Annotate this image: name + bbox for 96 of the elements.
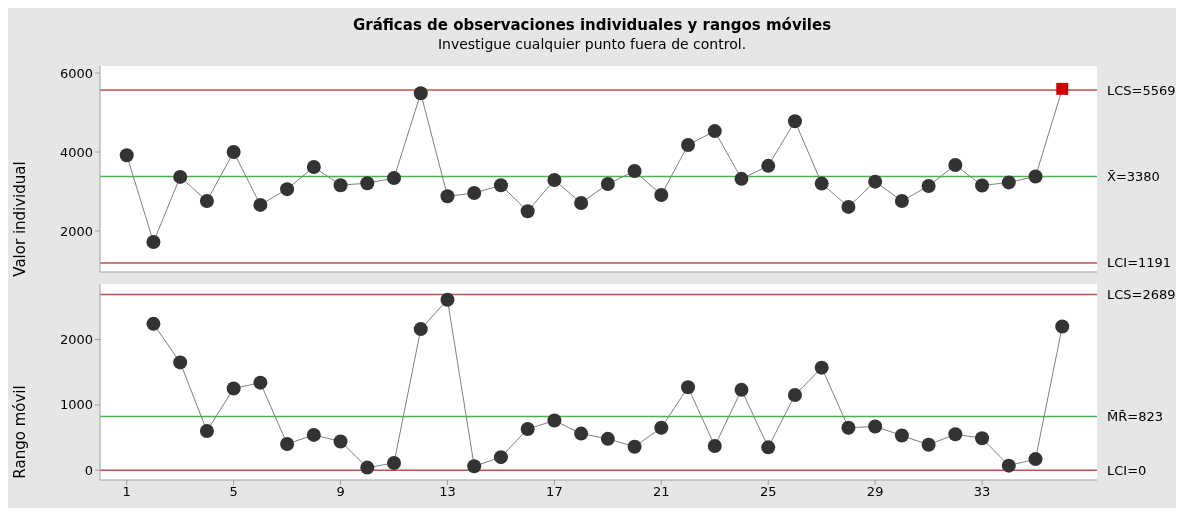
- point: [173, 355, 188, 370]
- point: [333, 434, 348, 449]
- point: [761, 440, 776, 455]
- chart-subtitle: Investigue cualquier punto fuera de control.: [436, 35, 748, 54]
- ref-line-label: LCI=1191: [1107, 255, 1172, 271]
- point: [921, 437, 936, 452]
- point: [280, 437, 295, 452]
- point: [306, 160, 321, 175]
- ref-line-label: LCS=2689: [1107, 287, 1176, 303]
- point: [787, 114, 802, 129]
- point: [681, 380, 696, 395]
- y-tick-label: 2000: [59, 223, 93, 239]
- point: [1001, 458, 1016, 473]
- x-tick-label: 5: [229, 484, 238, 500]
- point: [654, 188, 669, 203]
- y-tick-label: 6000: [59, 65, 93, 81]
- point: [146, 235, 161, 250]
- point: [975, 178, 990, 193]
- point: [734, 382, 749, 397]
- point: [253, 375, 268, 390]
- point: [226, 145, 241, 160]
- point: [841, 199, 856, 214]
- point: [199, 424, 214, 438]
- chart-title: Gráficas de observaciones individuales y rangos móviles: [351, 16, 833, 35]
- point: [119, 148, 134, 163]
- x-tick-label: 1: [122, 484, 131, 500]
- point: [440, 292, 455, 307]
- point: [814, 360, 829, 375]
- ref-line-label: X̄=3380: [1107, 169, 1160, 185]
- y-axis-title: Valor individual: [11, 161, 30, 277]
- ref-line-label: M̄R̄=823: [1107, 409, 1163, 425]
- point: [654, 420, 669, 435]
- point: [360, 460, 375, 475]
- point: [1001, 175, 1016, 190]
- point: [681, 137, 696, 152]
- point: [787, 388, 802, 403]
- x-tick-label: 33: [973, 484, 991, 500]
- point: [574, 426, 589, 441]
- point: [1055, 319, 1070, 334]
- point: [280, 182, 295, 197]
- point: [707, 124, 722, 139]
- point: [814, 176, 829, 191]
- point: [333, 178, 348, 193]
- point: [1028, 452, 1043, 467]
- point: [948, 427, 963, 442]
- point: [600, 431, 615, 446]
- point: [600, 177, 615, 191]
- point: [413, 322, 428, 337]
- x-tick-label: 17: [546, 484, 563, 500]
- point: [574, 195, 589, 210]
- point: [253, 197, 268, 212]
- point: [868, 174, 883, 189]
- point: [226, 381, 241, 396]
- point: [841, 420, 856, 435]
- point: [1028, 169, 1043, 184]
- point: [975, 431, 990, 446]
- point: [360, 176, 375, 191]
- ref-line-label: LCI=0: [1107, 462, 1147, 478]
- point: [306, 427, 321, 442]
- point: [387, 171, 402, 186]
- point: [387, 456, 402, 471]
- x-tick-label: 13: [439, 484, 456, 500]
- y-tick-label: 0: [84, 462, 93, 478]
- point: [146, 316, 161, 331]
- point: [894, 428, 909, 443]
- x-tick-label: 21: [653, 484, 670, 500]
- point: [761, 158, 776, 173]
- point: [440, 189, 455, 204]
- point: [199, 193, 214, 208]
- point: [467, 186, 482, 201]
- point: [868, 419, 883, 434]
- y-axis-title: Rango móvil: [11, 385, 30, 479]
- point: [413, 86, 428, 101]
- point: [894, 193, 909, 208]
- point: [921, 178, 936, 193]
- x-tick-label: 25: [759, 484, 777, 500]
- point: [1056, 82, 1069, 95]
- point: [707, 439, 722, 454]
- point: [173, 169, 188, 184]
- point: [493, 450, 508, 465]
- ref-line-label: LCS=5569: [1107, 82, 1176, 98]
- point: [520, 204, 535, 219]
- point: [627, 439, 642, 454]
- point: [520, 422, 535, 437]
- y-tick-label: 2000: [59, 332, 93, 348]
- y-tick-label: 1000: [59, 397, 93, 413]
- point: [734, 171, 749, 186]
- x-tick-label: 29: [866, 484, 884, 500]
- point: [493, 178, 508, 193]
- point: [467, 459, 482, 474]
- point: [627, 163, 642, 178]
- x-tick-label: 9: [336, 484, 345, 500]
- point: [948, 158, 963, 173]
- y-tick-label: 4000: [59, 144, 93, 160]
- point: [547, 173, 562, 188]
- point: [547, 413, 562, 428]
